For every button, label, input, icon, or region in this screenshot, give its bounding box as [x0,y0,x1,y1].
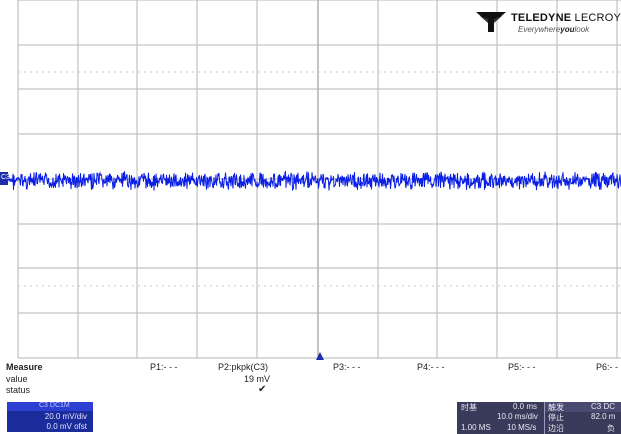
timebase-separator [544,402,545,434]
measure-status-p2: ✔ [258,384,267,395]
measure-param-p5[interactable]: P5:- - - [508,362,536,372]
timebase-delay: 0.0 ms [513,402,538,411]
channel-marker[interactable]: C3 [0,172,10,185]
trigger-header [545,402,621,412]
timebase-samples: 1.00 MS [461,423,491,432]
trigger-tag: C3 DC [591,402,616,411]
grid-lines [17,0,621,359]
trigger-level: 82.0 m [591,412,616,421]
logo-icon [476,12,506,32]
logo-tagline: Everywhereyoulook [518,25,590,34]
trigger-title: 触发 [548,403,564,412]
measure-param-p2[interactable]: P2:pkpk(C3) [218,362,269,372]
measure-param-p4[interactable]: P4:- - - [417,362,445,372]
waveform-grid [7,0,621,360]
measure-value-label: value [6,374,28,384]
measure-panel: Measure value status P1:- - - P2:pkpk(C3… [0,362,621,402]
measure-param-p6[interactable]: P6:- - [596,362,619,372]
volts-per-div: 20.0 mV/div [44,412,87,421]
channel-box-header: C3 DC1M [7,402,93,411]
measure-title[interactable]: Measure [6,362,43,372]
teledyne-lecroy-logo: TELEDYNE LECROY Everywhereyoulook [474,8,621,42]
channel-trace [7,170,621,191]
channel-descriptor-box[interactable]: C3 DC1M 20.0 mV/div 0.0 mV ofst [7,402,93,432]
grid-dotted-lines [18,71,621,287]
trigger-mode: 停止 [548,413,564,422]
channel-offset: 0.0 mV ofst [46,422,87,431]
measure-value-p2: 19 mV [244,374,271,384]
logo-brand: TELEDYNE LECROY [511,12,621,24]
trigger-edge-value: 负 [607,424,615,433]
measure-status-label: status [6,385,31,395]
measure-param-p3[interactable]: P3:- - - [333,362,361,372]
measure-param-p1[interactable]: P1:- - - [150,362,178,372]
trigger-edge-label: 边沿 [548,424,564,433]
timebase-time-div: 10.0 ms/div [497,412,538,421]
timebase-rate: 10 MS/s [507,423,537,432]
timebase-title: 时基 [461,403,477,412]
trigger-position-marker [316,352,324,360]
timebase-trigger-box[interactable]: 时基 0.0 ms 10.0 ms/div 1.00 MS 10 MS/s 触发… [457,402,621,434]
